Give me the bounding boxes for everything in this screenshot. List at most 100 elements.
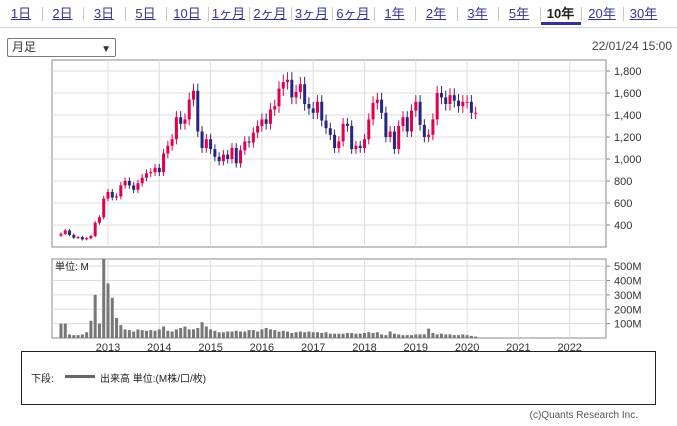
volume-y-tick-label: 300M: [614, 290, 642, 302]
volume-bar: [388, 331, 392, 338]
volume-bar: [439, 333, 443, 338]
tab-14[interactable]: 20年: [588, 6, 616, 21]
volume-bar: [230, 331, 234, 338]
volume-bar: [221, 332, 225, 338]
tab-8[interactable]: 6ヶ月: [336, 6, 370, 21]
tab-separator: [290, 7, 292, 21]
candle-body: [226, 154, 230, 159]
volume-bar: [457, 335, 461, 338]
tab-12[interactable]: 5年: [508, 6, 530, 21]
volume-bar: [243, 331, 247, 338]
tab-7[interactable]: 3ヶ月: [294, 6, 329, 21]
volume-unit-label: 単位: M: [55, 260, 89, 273]
tab-9[interactable]: 1年: [384, 6, 405, 21]
volume-bar: [328, 333, 332, 338]
candle-body: [239, 150, 243, 164]
tab-separator: [207, 7, 209, 21]
candle-body: [448, 95, 452, 104]
copyright: (c)Quants Research Inc.: [529, 410, 638, 421]
volume-bar: [251, 330, 255, 338]
volume-bar: [144, 330, 148, 338]
tab-4[interactable]: 10日: [173, 6, 201, 21]
tab-0[interactable]: 1日: [10, 6, 32, 21]
volume-bar: [290, 332, 294, 338]
candle-body: [247, 141, 251, 143]
legend-series-label: 出来高 単位:(M株/口/枚): [100, 374, 207, 385]
volume-bar: [204, 326, 208, 338]
volume-bar: [315, 332, 319, 338]
tab-separator: [498, 7, 499, 21]
price-plot-frame: [51, 59, 607, 248]
candle-body: [63, 230, 67, 234]
candle-body: [294, 91, 298, 98]
price-y-tick-label: 600: [614, 198, 632, 210]
candle-body: [127, 181, 131, 186]
candle-body: [337, 141, 341, 148]
tab-13[interactable]: 10年: [540, 3, 581, 25]
frequency-select[interactable]: 月足 ▼: [7, 38, 116, 57]
volume-bar: [63, 323, 67, 338]
candle-body: [401, 117, 405, 126]
candle-body: [333, 134, 337, 148]
candle-body: [341, 123, 345, 142]
candle-body: [102, 198, 106, 218]
tab-separator: [124, 7, 126, 21]
volume-bar: [422, 334, 426, 338]
volume-bar: [196, 327, 200, 338]
tab-15[interactable]: 30年: [629, 6, 658, 21]
candle-body: [85, 238, 89, 240]
tab-separator: [456, 7, 458, 21]
candle-body: [162, 153, 166, 173]
volume-bar: [174, 329, 178, 338]
volume-bar: [277, 331, 281, 338]
tab-separator: [415, 7, 416, 21]
candle-body: [97, 217, 101, 223]
candle-body: [136, 183, 140, 190]
candle-body: [144, 173, 148, 178]
volume-bar: [187, 329, 191, 338]
volume-bar: [371, 332, 375, 338]
legend: 下段: 出来高 単位:(M株/口/枚): [21, 351, 656, 405]
tab-2[interactable]: 3日: [93, 6, 115, 21]
candle-body: [153, 167, 157, 173]
candle-body: [457, 100, 461, 107]
candle-body: [264, 119, 268, 124]
volume-bar: [123, 329, 127, 338]
volume-bar: [115, 317, 119, 338]
volume-bar: [132, 331, 136, 338]
frequency-select-value: 月足: [12, 40, 37, 54]
tab-separator: [166, 7, 167, 21]
tab-1[interactable]: 2日: [52, 6, 73, 21]
volume-bar: [427, 328, 431, 338]
candle-body: [213, 149, 217, 157]
volume-bar: [217, 332, 221, 338]
volume-bar: [307, 331, 311, 338]
tab-11[interactable]: 3年: [467, 6, 488, 21]
candle-body: [273, 106, 277, 110]
tab-separator: [581, 7, 582, 21]
price-y-tick-label: 400: [614, 220, 632, 232]
candle-body: [439, 93, 443, 98]
tab-6[interactable]: 2ヶ月: [253, 6, 287, 21]
tab-5[interactable]: 1ヶ月: [211, 6, 246, 21]
volume-bar: [136, 329, 140, 338]
volume-bar: [239, 331, 243, 338]
candle-body: [358, 145, 362, 148]
price-y-tick-label: 1,600: [614, 88, 642, 100]
candle-body: [435, 93, 439, 120]
price-y-tick-label: 1,400: [614, 110, 642, 122]
candle-body: [119, 185, 123, 197]
candle-body: [324, 120, 328, 129]
candle-body: [431, 119, 435, 135]
candle-body: [243, 141, 247, 151]
candle-body: [465, 101, 469, 103]
candle-body: [427, 134, 431, 137]
volume-bar: [337, 333, 341, 338]
tab-3[interactable]: 5日: [135, 6, 156, 21]
volume-bar: [89, 320, 93, 338]
candle-body: [311, 108, 315, 113]
tab-10[interactable]: 2年: [425, 6, 447, 21]
volume-bar: [256, 331, 260, 338]
candle-body: [392, 131, 396, 150]
